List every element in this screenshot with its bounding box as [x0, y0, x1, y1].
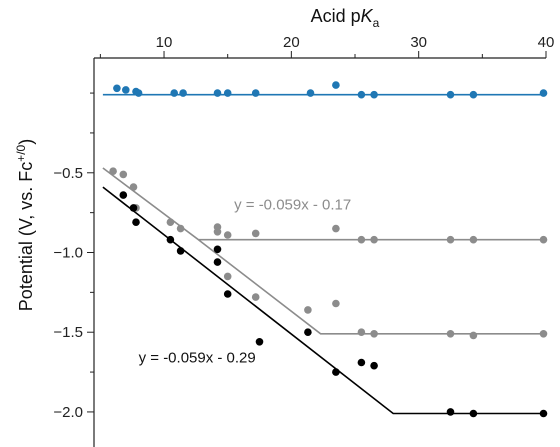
fit-equation-label: y = -0.059x - 0.29: [139, 350, 256, 367]
data-point: [213, 228, 222, 236]
x-tick-label: 10: [156, 34, 173, 51]
y-tick-label: −1.5: [53, 324, 83, 341]
data-point: [469, 409, 478, 418]
y-axis-title: Potential (V, vs. Fc+/0): [14, 139, 36, 311]
y-tick-label: −1.0: [53, 245, 83, 262]
data-point: [176, 247, 185, 255]
x-tick-label: 20: [283, 34, 300, 51]
data-point: [304, 306, 312, 314]
data-point: [539, 330, 548, 338]
data-point: [119, 170, 128, 179]
y-tick-label: −0.5: [53, 165, 83, 182]
data-point: [446, 330, 455, 338]
data-point: [370, 361, 378, 370]
data-point: [109, 167, 117, 175]
data-point: [122, 86, 130, 94]
data-point: [357, 90, 366, 99]
data-point: [223, 89, 232, 97]
data-point: [166, 235, 175, 244]
data-point: [539, 235, 548, 244]
data-point: [251, 229, 260, 238]
x-tick-label: 30: [410, 34, 427, 51]
data-point: [113, 84, 121, 93]
data-point: [129, 204, 138, 212]
data-point: [213, 89, 222, 97]
annotations: y = -0.059x - 0.17 y = -0.059x - 0.29: [139, 197, 352, 367]
data-point: [539, 409, 548, 418]
data-point: [357, 358, 366, 367]
data-point: [370, 90, 378, 99]
data-point: [469, 90, 478, 99]
data-point: [469, 235, 478, 244]
fit-line: [102, 186, 546, 415]
data-point: [446, 408, 455, 416]
data-point: [304, 328, 312, 337]
data-point: [119, 191, 128, 199]
data-point: [357, 328, 366, 337]
data-point: [223, 272, 232, 281]
data-point: [176, 224, 185, 233]
data-point: [251, 89, 260, 97]
data-point: [357, 235, 366, 244]
data-point: [134, 89, 143, 97]
data-point: [370, 235, 378, 244]
data-point: [170, 89, 178, 97]
data-point: [179, 89, 187, 97]
data-point: [539, 89, 548, 97]
data-point: [213, 258, 222, 266]
fit-line: [197, 239, 546, 335]
axes: 10 20 30 40 −0.5 −1.0 −1.5 −2.0 Acid pKa Potentia…: [14, 6, 554, 447]
data-point: [306, 89, 315, 97]
data-point: [223, 290, 232, 298]
data-point: [129, 183, 138, 191]
data-point: [332, 299, 340, 308]
x-axis-title: Acid pKa: [311, 6, 380, 30]
data-point: [332, 224, 340, 233]
data-point: [132, 218, 140, 226]
fit-equation-label: y = -0.059x - 0.17: [234, 197, 351, 214]
x-tick-label: 40: [538, 34, 555, 51]
data-point: [469, 331, 478, 340]
data-point: [166, 218, 175, 226]
data-point: [332, 81, 340, 89]
data-point: [255, 338, 264, 346]
data-point: [251, 293, 260, 301]
data-point: [446, 235, 455, 244]
data-point: [332, 368, 340, 376]
data-point: [446, 90, 455, 99]
data-point: [370, 330, 378, 338]
y-tick-label: −2.0: [53, 404, 83, 421]
data-point: [223, 231, 232, 239]
data-point: [213, 245, 222, 254]
data-points: [109, 81, 548, 418]
